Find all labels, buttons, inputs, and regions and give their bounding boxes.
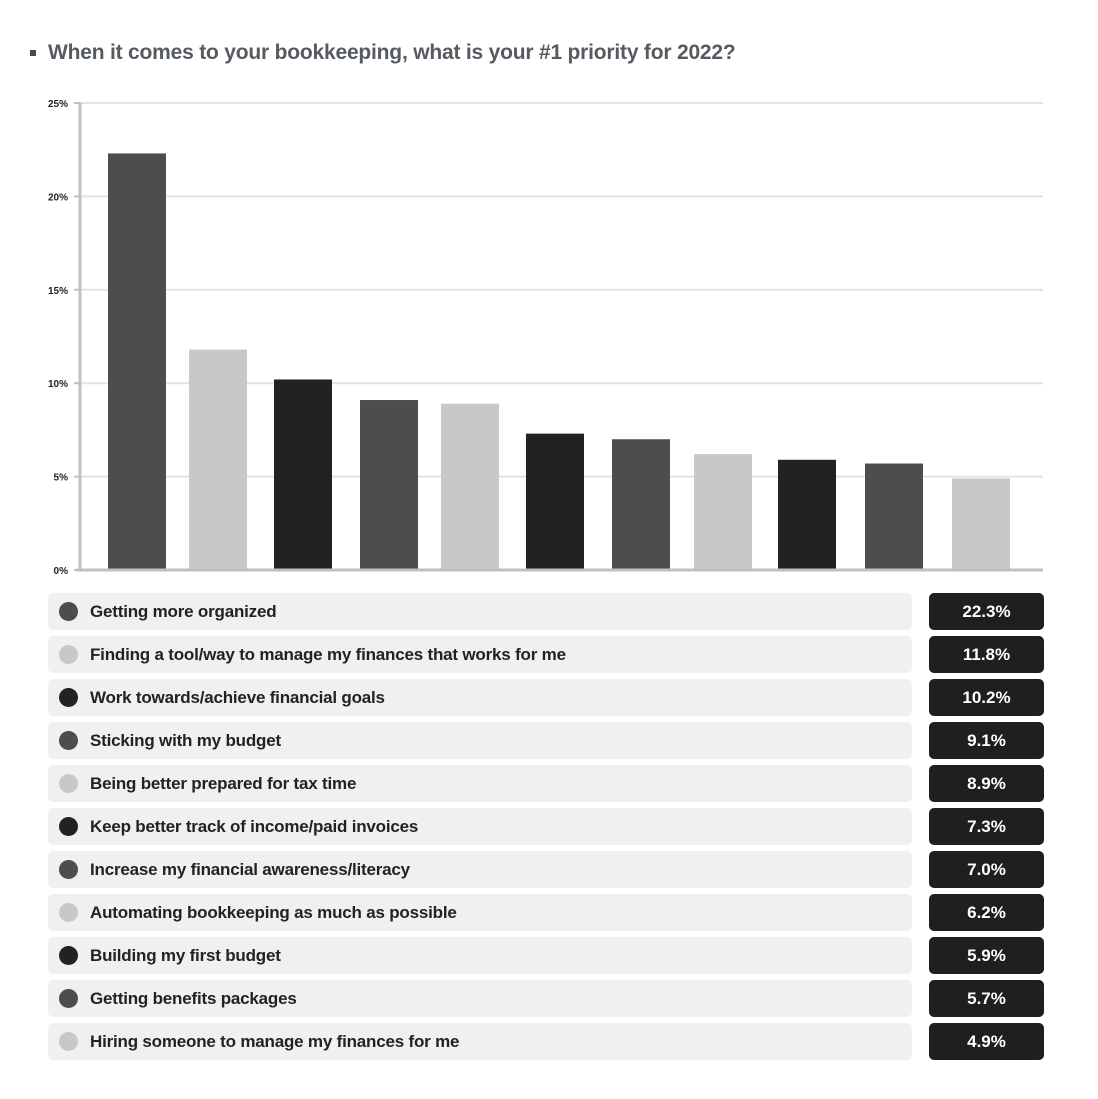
legend-label-box: Work towards/achieve financial goals [48,679,912,716]
y-tick-label: 10% [48,379,68,390]
bar [274,379,332,570]
legend-label: Building my first budget [90,945,281,965]
data-label: 7.0% [929,851,1044,888]
legend-label-box: Finding a tool/way to manage my finances… [48,636,912,673]
legend-dot-icon [59,602,78,621]
legend-label: Being better prepared for tax time [90,773,357,793]
legend-label: Keep better track of income/paid invoice… [90,816,419,836]
legend-row: Building my first budget 5.9% [48,937,1044,974]
data-label: 8.9% [929,765,1044,802]
y-tick-label: 25% [48,99,68,110]
legend-label: Automating bookkeeping as much as possib… [90,902,457,922]
legend-label-box: Keep better track of income/paid invoice… [48,808,912,845]
bar [526,433,584,570]
data-label: 7.3% [929,808,1044,845]
legend-row: Sticking with my budget 9.1% [48,722,1044,759]
data-label: 4.9% [929,1023,1044,1060]
data-label: 22.3% [929,593,1044,630]
y-tick-label: 15% [48,286,68,297]
data-label: 5.7% [929,980,1044,1017]
legend-label-box: Sticking with my budget [48,722,912,759]
data-label: 10.2% [929,679,1044,716]
bar [865,463,923,570]
legend-label: Sticking with my budget [90,730,281,750]
legend-label-box: Building my first budget [48,937,912,974]
legend-label-box: Increase my financial awareness/literacy [48,851,912,888]
title-bullet-icon [30,50,36,56]
legend-row: Being better prepared for tax time 8.9% [48,765,1044,802]
y-tick-label: 5% [54,473,69,484]
legend-row: Hiring someone to manage my finances for… [48,1023,1044,1060]
bar [778,459,836,570]
legend-label: Finding a tool/way to manage my finances… [90,644,566,664]
legend-label-box: Getting benefits packages [48,980,912,1017]
legend-dot-icon [59,903,78,922]
chart-title: When it comes to your bookkeeping, what … [48,41,736,64]
data-label: 9.1% [929,722,1044,759]
legend-dot-icon [59,688,78,707]
legend-dot-icon [59,817,78,836]
legend-label-box: Automating bookkeeping as much as possib… [48,894,912,931]
legend-label: Getting more organized [90,601,277,621]
legend-label-box: Hiring someone to manage my finances for… [48,1023,912,1060]
legend-dot-icon [59,774,78,793]
legend-dot-icon [59,731,78,750]
legend: Getting more organized 22.3% Finding a too… [48,593,1044,1066]
bar [108,153,166,570]
legend-dot-icon [59,989,78,1008]
legend-label: Getting benefits packages [90,988,297,1008]
legend-label-box: Getting more organized [48,593,912,630]
legend-row: Automating bookkeeping as much as possib… [48,894,1044,931]
legend-label: Work towards/achieve financial goals [90,687,385,707]
legend-dot-icon [59,1032,78,1051]
bar [612,439,670,570]
bar [360,400,418,570]
legend-row: Increase my financial awareness/literacy… [48,851,1044,888]
legend-label-box: Being better prepared for tax time [48,765,912,802]
bar [952,478,1010,570]
legend-row: Finding a tool/way to manage my finances… [48,636,1044,673]
chart-title-row: When it comes to your bookkeeping, what … [30,38,736,68]
data-label: 11.8% [929,636,1044,673]
legend-row: Keep better track of income/paid invoice… [48,808,1044,845]
legend-label: Hiring someone to manage my finances for… [90,1031,460,1051]
legend-label: Increase my financial awareness/literacy [90,859,410,879]
legend-dot-icon [59,645,78,664]
legend-row: Getting more organized 22.3% [48,593,1044,630]
y-tick-label: 0% [54,566,69,577]
data-label: 5.9% [929,937,1044,974]
bar [189,349,247,570]
bar-chart: 0% 5% 10% 15% 20% 25% [48,99,1043,577]
bar [694,454,752,570]
y-tick-label: 20% [48,192,68,203]
legend-dot-icon [59,860,78,879]
data-label: 6.2% [929,894,1044,931]
legend-row: Getting benefits packages 5.7% [48,980,1044,1017]
legend-row: Work towards/achieve financial goals 10.2… [48,679,1044,716]
bar [441,403,499,570]
legend-dot-icon [59,946,78,965]
